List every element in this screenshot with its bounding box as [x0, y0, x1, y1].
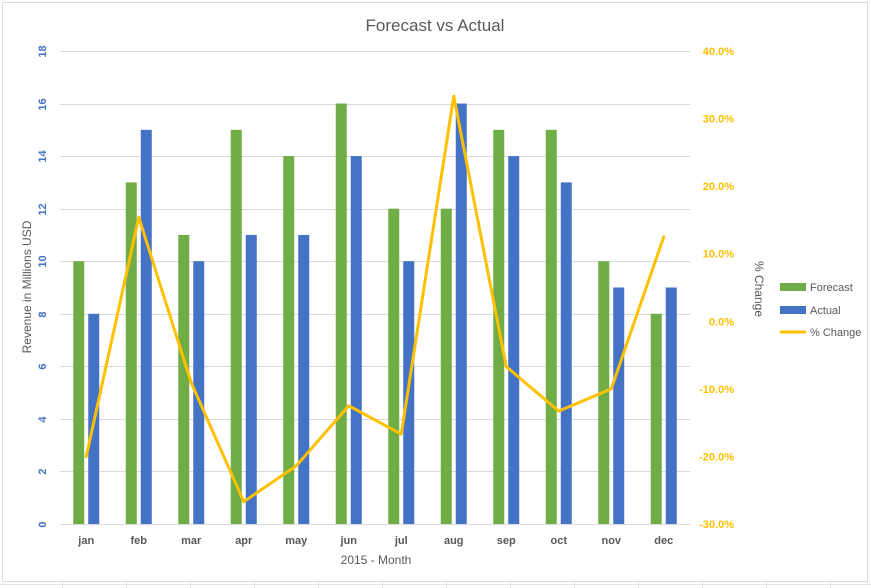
left-tick-label: 8: [37, 311, 49, 317]
left-tick-label: 12: [37, 203, 49, 215]
category-tick-label: jan: [77, 535, 94, 547]
category-tick-label: jul: [394, 535, 408, 547]
left-tick-label: 10: [37, 255, 49, 267]
chart-title: Forecast vs Actual: [366, 16, 505, 35]
left-tick-label: 2: [37, 468, 49, 474]
category-tick-label: nov: [601, 535, 621, 547]
right-tick-label: 10.0%: [703, 249, 734, 261]
bar-forecast-jan: [73, 261, 85, 524]
y-axis-title: Revenue in Millions USD: [20, 220, 34, 353]
bar-series: [73, 103, 677, 525]
left-axis-ticks: 0 2 4 6 8 10 12 14 16 18: [37, 45, 49, 527]
legend-swatch-forecast: [780, 283, 806, 291]
right-tick-label: 0.0%: [709, 316, 734, 328]
y2-axis-title: % Change: [752, 261, 766, 317]
bar-actual-apr: [245, 234, 257, 524]
category-axis-ticks: jan feb mar apr may jun jul aug sep oct nov dec: [77, 535, 673, 547]
category-tick-label: sep: [497, 535, 516, 547]
right-tick-label: 40.0%: [703, 46, 734, 58]
right-tick-label: -10.0%: [699, 384, 734, 396]
bar-actual-jun: [350, 156, 362, 524]
category-tick-label: mar: [181, 535, 202, 547]
right-tick-label: -30.0%: [699, 519, 734, 531]
category-tick-label: feb: [131, 535, 148, 547]
bar-forecast-may: [283, 156, 295, 524]
category-tick-label: apr: [235, 535, 253, 547]
category-tick-label: aug: [444, 535, 464, 547]
category-tick-label: jun: [340, 535, 358, 547]
bar-actual-mar: [193, 261, 205, 524]
bar-forecast-aug: [440, 208, 452, 524]
legend-label-actual: Actual: [810, 305, 841, 317]
left-tick-label: 18: [37, 45, 49, 57]
legend-label-change: % Change: [810, 327, 861, 339]
bar-forecast-apr: [230, 129, 242, 525]
category-tick-label: may: [285, 535, 308, 547]
left-tick-label: 14: [37, 150, 49, 163]
line-change: [84, 94, 666, 504]
legend-swatch-actual: [780, 306, 806, 314]
left-tick-label: 6: [37, 363, 49, 369]
bar-forecast-jun: [335, 103, 347, 525]
left-tick-label: 4: [37, 416, 49, 423]
right-tick-label: -20.0%: [699, 451, 734, 463]
bar-actual-dec: [665, 287, 677, 524]
gridlines: [60, 51, 690, 525]
bar-actual-sep: [508, 156, 520, 524]
bar-forecast-oct: [545, 129, 557, 525]
category-tick-label: dec: [654, 535, 673, 547]
legend: Forecast Actual % Change: [780, 282, 861, 339]
bar-actual-oct: [560, 182, 572, 524]
right-tick-label: 20.0%: [703, 181, 734, 193]
left-tick-label: 0: [37, 521, 49, 527]
bar-forecast-feb: [125, 182, 137, 524]
right-tick-label: 30.0%: [703, 114, 734, 126]
bar-actual-may: [298, 234, 310, 524]
bar-forecast-dec: [650, 313, 662, 524]
legend-label-forecast: Forecast: [810, 282, 853, 294]
bar-forecast-mar: [178, 234, 190, 524]
line-series: [84, 94, 666, 504]
bar-actual-feb: [140, 129, 152, 525]
bar-forecast-jul: [388, 208, 400, 524]
left-tick-label: 16: [37, 98, 49, 110]
right-axis-ticks: -30.0% -20.0% -10.0% 0.0% 10.0% 20.0% 30.0% 40.…: [699, 46, 734, 531]
category-tick-label: oct: [551, 535, 568, 547]
bar-actual-nov: [613, 287, 625, 524]
bar-actual-aug: [455, 103, 467, 525]
x-axis-title: 2015 - Month: [341, 553, 412, 567]
